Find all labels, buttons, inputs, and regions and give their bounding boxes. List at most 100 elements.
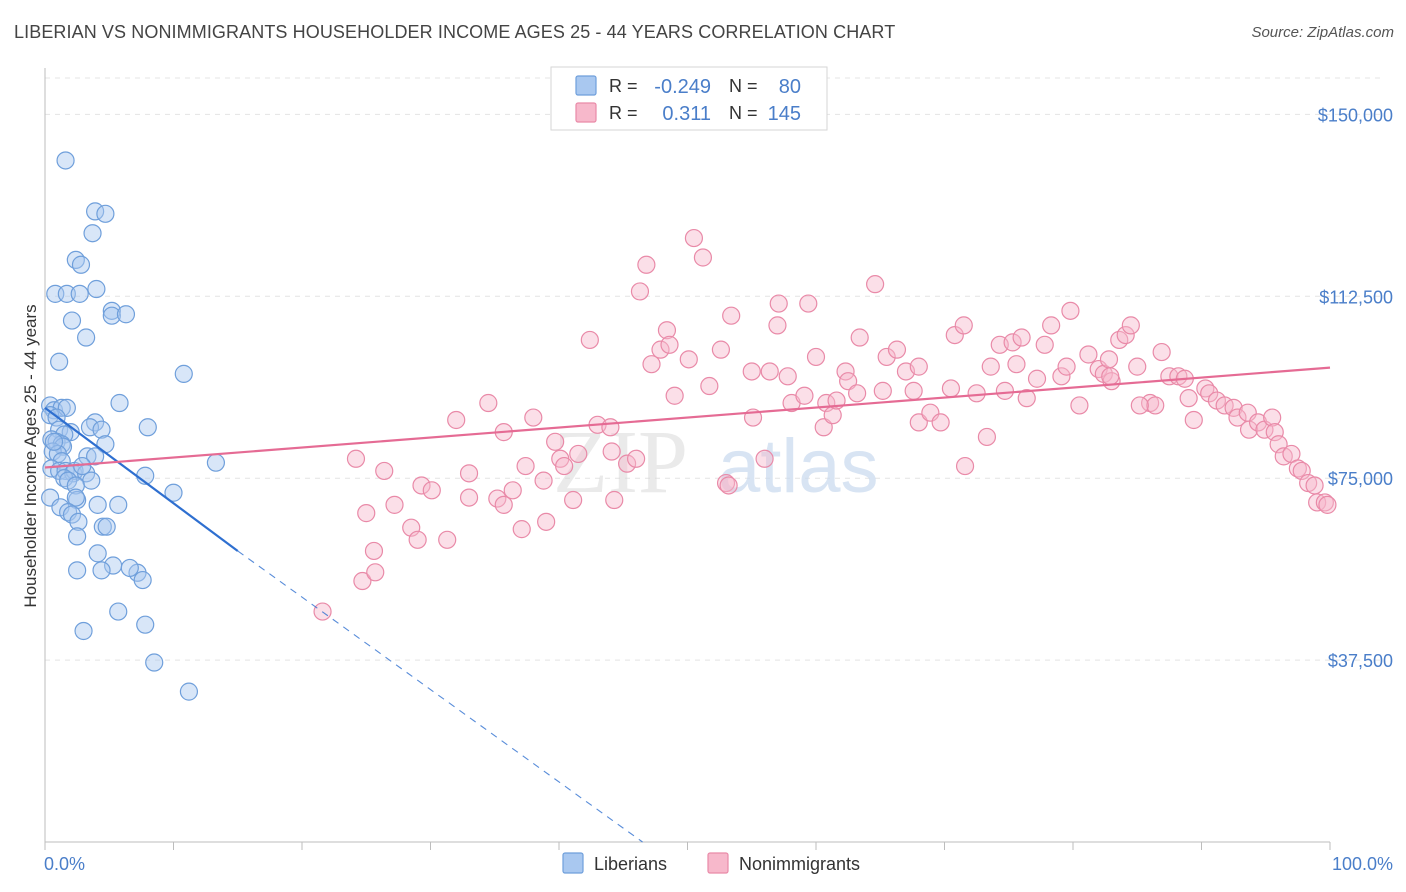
point-liberian	[87, 279, 106, 299]
point-nonimmigrant	[1116, 325, 1135, 345]
point-nonimmigrant	[1200, 384, 1219, 403]
point-nonimmigrant	[904, 381, 923, 400]
grid-lines	[45, 77, 1380, 661]
point-nonimmigrant	[503, 481, 522, 500]
bottom-legend-swatch-liberians	[562, 852, 584, 874]
point-liberian	[102, 306, 121, 325]
point-nonimmigrant	[1079, 345, 1098, 364]
point-nonimmigrant	[755, 449, 774, 468]
point-nonimmigrant	[839, 372, 858, 391]
point-liberian	[74, 621, 93, 641]
point-nonimmigrant	[1179, 389, 1198, 408]
point-nonimmigrant	[537, 512, 556, 531]
point-nonimmigrant	[716, 473, 736, 493]
point-nonimmigrant	[546, 432, 565, 451]
point-nonimmigrant	[700, 376, 719, 396]
point-liberian	[97, 517, 116, 536]
point-nonimmigrant	[977, 427, 997, 447]
point-nonimmigrant	[955, 456, 975, 476]
point-nonimmigrant	[1012, 328, 1031, 347]
point-nonimmigrant	[1099, 350, 1119, 369]
point-liberian	[86, 447, 105, 466]
point-liberian	[66, 250, 85, 270]
point-nonimmigrant	[422, 481, 441, 500]
bottom-legend-label-liberians: Liberians	[594, 854, 667, 874]
point-nonimmigrant	[981, 357, 1000, 376]
point-nonimmigrant	[1101, 367, 1120, 386]
point-liberian	[71, 255, 91, 274]
y-tick-label: $112,500	[1319, 287, 1393, 307]
point-liberian	[83, 224, 102, 243]
point-nonimmigrant	[1042, 316, 1061, 335]
point-nonimmigrant	[1035, 335, 1054, 354]
source-attribution: Source: ZipAtlas.com	[1251, 24, 1394, 41]
legend-r-label-liberians: R =	[609, 76, 638, 96]
point-liberian	[82, 471, 101, 490]
legend-n-label-nonimmigrants: N =	[729, 103, 758, 123]
point-nonimmigrant	[722, 306, 741, 325]
point-liberian	[110, 393, 129, 413]
point-liberian	[136, 615, 155, 634]
series-legend: Liberians Nonimmigrants	[562, 852, 860, 874]
point-nonimmigrant	[1228, 408, 1247, 427]
y-tick-label: $150,000	[1318, 105, 1393, 125]
point-nonimmigrant	[637, 255, 656, 274]
point-liberian	[88, 495, 107, 514]
point-liberian	[57, 284, 76, 303]
legend-r-value-liberians: -0.249	[654, 76, 711, 98]
legend-swatch-liberians	[575, 75, 597, 96]
point-nonimmigrant	[769, 294, 788, 313]
series-nonimmigrants	[313, 228, 1337, 621]
point-liberian	[133, 570, 152, 590]
point-nonimmigrant	[626, 449, 646, 468]
point-nonimmigrant	[602, 442, 621, 461]
point-nonimmigrant	[887, 340, 907, 359]
point-nonimmigrant	[1305, 476, 1324, 495]
point-liberian	[145, 653, 164, 672]
point-nonimmigrant	[569, 444, 588, 464]
point-liberian	[62, 505, 82, 524]
trend-lines	[44, 366, 1331, 843]
y-tick-label: $37,500	[1328, 651, 1393, 671]
point-nonimmigrant	[564, 490, 583, 510]
point-nonimmigrant	[1248, 413, 1268, 432]
point-nonimmigrant	[524, 408, 543, 427]
point-nonimmigrant	[1128, 357, 1147, 376]
legend-n-value-nonimmigrants: 145	[768, 103, 801, 125]
point-liberian	[69, 512, 88, 531]
point-nonimmigrant	[877, 347, 896, 367]
point-nonimmigrant	[651, 340, 670, 359]
point-nonimmigrant	[806, 347, 826, 367]
point-nonimmigrant	[795, 386, 814, 405]
point-liberian	[138, 418, 157, 437]
point-nonimmigrant	[353, 571, 372, 591]
point-nonimmigrant	[364, 541, 384, 561]
point-liberian	[70, 284, 89, 303]
point-nonimmigrant	[555, 456, 574, 476]
legend-n-value-liberians: 80	[779, 76, 801, 98]
point-nonimmigrant	[1146, 396, 1165, 415]
legend-r-value-nonimmigrants: 0.311	[662, 103, 711, 125]
trend-line-liberians-extension	[237, 550, 643, 843]
point-nonimmigrant	[412, 476, 431, 495]
point-nonimmigrant	[1017, 389, 1036, 408]
point-nonimmigrant	[848, 384, 867, 403]
point-liberian	[77, 328, 96, 347]
point-liberian	[96, 204, 115, 223]
point-nonimmigrant	[954, 316, 973, 335]
chart-title: LIBERIAN VS NONIMMIGRANTS HOUSEHOLDER IN…	[14, 22, 896, 42]
point-nonimmigrant	[1184, 410, 1203, 430]
point-nonimmigrant	[693, 248, 713, 267]
point-nonimmigrant	[630, 282, 650, 301]
point-nonimmigrant	[516, 456, 535, 476]
point-nonimmigrant	[1070, 396, 1089, 415]
point-nonimmigrant	[967, 384, 986, 403]
legend-r-label-nonimmigrants: R =	[609, 103, 638, 123]
point-nonimmigrant	[657, 321, 677, 340]
point-nonimmigrant	[642, 355, 661, 374]
point-liberian	[66, 488, 85, 507]
point-nonimmigrant	[494, 495, 513, 514]
point-nonimmigrant	[408, 530, 427, 549]
point-nonimmigrant	[850, 328, 869, 347]
